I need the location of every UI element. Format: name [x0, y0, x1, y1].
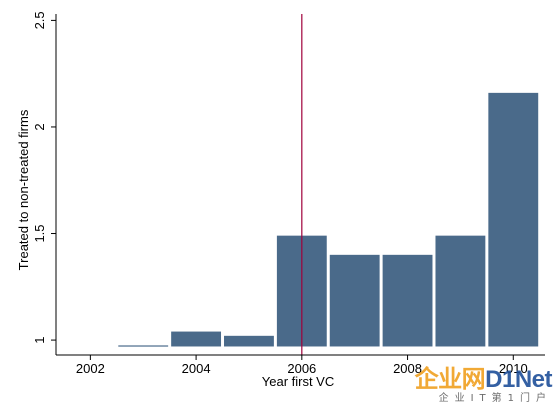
bar-2008	[382, 254, 433, 347]
bar-2009	[435, 235, 486, 347]
x-tick-label-2006: 2006	[287, 361, 316, 376]
bars-group	[118, 92, 539, 347]
y-tick-label-2.5: 2.5	[32, 11, 47, 29]
x-tick-label-2008: 2008	[393, 361, 422, 376]
bar-2004	[171, 331, 222, 347]
y-axis-title: Treated to non-treated firms	[16, 109, 31, 270]
bar-2010	[488, 92, 539, 347]
x-axis-title: Year first VC	[262, 374, 335, 389]
x-tick-label-2002: 2002	[76, 361, 105, 376]
axes-group: 1 1.5 2 2.5 2002 2004 2006 2008 2010	[32, 11, 545, 376]
y-tick-label-2: 2	[32, 123, 47, 130]
bar-2003	[118, 345, 169, 347]
bar-2007	[329, 254, 380, 347]
x-tick-label-2004: 2004	[182, 361, 211, 376]
bar-2005	[224, 335, 274, 347]
y-tick-label-1.5: 1.5	[32, 224, 47, 242]
x-tick-label-2010: 2010	[499, 361, 528, 376]
y-tick-label-1: 1	[32, 336, 47, 343]
